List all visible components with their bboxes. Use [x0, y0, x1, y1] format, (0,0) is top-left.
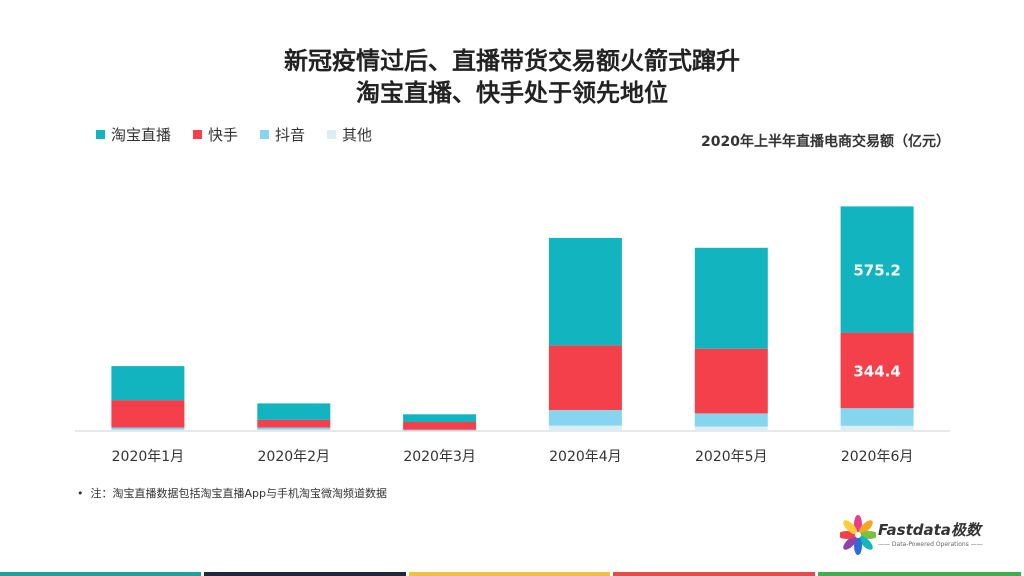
bar-segment-taobao: [257, 403, 331, 420]
data-label: 575.2: [853, 262, 900, 280]
bar-segment-douyin: [111, 427, 185, 430]
footnote: • 注：淘宝直播数据包括淘宝直播App与手机淘宝微淘频道数据: [77, 487, 387, 500]
footer-segment-1: [0, 572, 202, 576]
x-tick-label: 2020年2月: [258, 449, 331, 465]
legend-item-kuaishou: 快手: [193, 124, 238, 145]
legend-label-kuaishou: 快手: [208, 126, 239, 144]
legend-item-douyin: 抖音: [260, 124, 305, 145]
x-tick-label: 2020年4月: [549, 449, 622, 465]
bar-segment-taobao: [111, 366, 185, 401]
logo: Fastdata极数 —— Data-Powered Operations ——: [838, 515, 990, 559]
legend-item-taobao: 淘宝直播: [96, 124, 171, 145]
bar-segment-douyin: [840, 408, 914, 426]
bar-segment-taobao: [403, 414, 477, 422]
legend-label-douyin: 抖音: [275, 126, 306, 144]
bar-segment-douyin: [548, 410, 622, 426]
logo-name: Fastdata极数: [878, 521, 981, 539]
chart-title-line1: 新冠疫情过后、直播带货交易额火箭式蹿升: [284, 47, 740, 75]
legend-swatch-douyin: [260, 130, 270, 139]
logo-tagline: —— Data-Powered Operations ——: [878, 541, 983, 548]
bar-segment-kuaishou: [257, 419, 331, 428]
bar-segment-taobao: [840, 206, 914, 333]
x-tick-label: 2020年6月: [841, 449, 914, 465]
legend-label-taobao: 淘宝直播: [111, 126, 172, 144]
footer-segment-2: [204, 572, 406, 576]
legend-swatch-taobao: [96, 130, 105, 139]
bar-segment-kuaishou: [548, 345, 622, 411]
stacked-bar-chart: 2020年1月 2020年2月 2020年3月 2020年4月 2020年5月 2020年…: [75, 206, 950, 465]
footer-color-bar: [0, 572, 1024, 576]
bar-segment-douyin: [403, 429, 477, 431]
bar-segment-kuaishou: [111, 400, 185, 428]
legend-item-other: 其他: [327, 124, 372, 145]
bar-segment-kuaishou: [403, 422, 477, 430]
bar-segment-kuaishou: [840, 332, 914, 409]
bar-segment-douyin: [694, 413, 768, 427]
x-tick-label: 2020年5月: [695, 449, 768, 465]
footer-segment-5: [817, 572, 1022, 576]
legend: 淘宝直播 快手 抖音 其他: [96, 124, 372, 145]
footnote-text: 注：淘宝直播数据包括淘宝直播App与手机淘宝微淘频道数据: [90, 487, 387, 500]
unit-label: 2020年上半年直播电商交易额（亿元）: [701, 134, 950, 150]
bar-segment-other: [694, 426, 768, 431]
x-tick-label: 2020年3月: [403, 449, 476, 465]
footer-segment-4: [613, 572, 815, 576]
data-label: 344.4: [853, 362, 900, 380]
footer-segment-3: [408, 572, 611, 576]
legend-swatch-kuaishou: [193, 130, 203, 139]
legend-label-other: 其他: [342, 126, 373, 144]
bar-segment-other: [548, 425, 622, 431]
bar-segment-other: [257, 429, 331, 431]
bar-segment-other: [840, 425, 914, 431]
bar-segment-other: [111, 429, 185, 431]
legend-swatch-other: [327, 130, 337, 139]
bar-segment-taobao: [694, 247, 768, 349]
x-tick-label: 2020年1月: [112, 449, 185, 465]
bar-segment-taobao: [548, 237, 622, 346]
chart-title-line2: 淘宝直播、快手处于领先地位: [356, 79, 668, 107]
bar-segment-douyin: [257, 427, 331, 430]
flower-logo-icon: [838, 515, 878, 555]
bar-segment-kuaishou: [694, 348, 768, 414]
